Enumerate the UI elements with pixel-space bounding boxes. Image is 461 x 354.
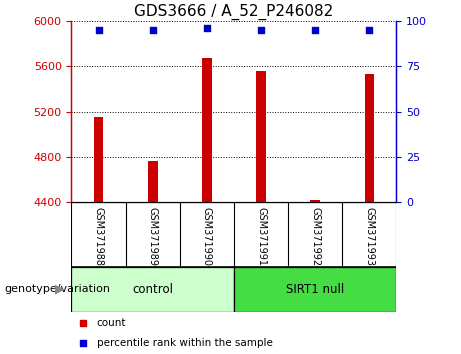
Bar [256, 71, 266, 354]
Point [95, 28, 102, 33]
Text: percentile rank within the sample: percentile rank within the sample [97, 338, 272, 348]
FancyBboxPatch shape [71, 267, 234, 312]
Title: GDS3666 / A_52_P246082: GDS3666 / A_52_P246082 [134, 4, 334, 20]
Text: GSM371993: GSM371993 [364, 207, 374, 266]
Point [257, 28, 265, 33]
Text: genotype/variation: genotype/variation [5, 284, 111, 295]
Point [312, 28, 319, 33]
FancyBboxPatch shape [234, 267, 396, 312]
Point [366, 28, 373, 33]
Point [149, 28, 156, 33]
Bar [202, 58, 212, 354]
Text: SIRT1 null: SIRT1 null [286, 283, 344, 296]
Point [79, 341, 87, 346]
Point [203, 25, 211, 31]
Point [79, 321, 87, 326]
Text: control: control [132, 283, 173, 296]
Bar [94, 116, 103, 354]
Text: GSM371991: GSM371991 [256, 207, 266, 266]
Bar [310, 200, 320, 354]
Text: ▶: ▶ [55, 283, 65, 296]
Text: GSM371990: GSM371990 [202, 207, 212, 266]
Bar [148, 161, 158, 354]
Text: count: count [97, 318, 126, 329]
Text: GSM371992: GSM371992 [310, 207, 320, 266]
Text: GSM371989: GSM371989 [148, 207, 158, 266]
Text: GSM371988: GSM371988 [94, 207, 104, 266]
Bar [365, 74, 374, 354]
